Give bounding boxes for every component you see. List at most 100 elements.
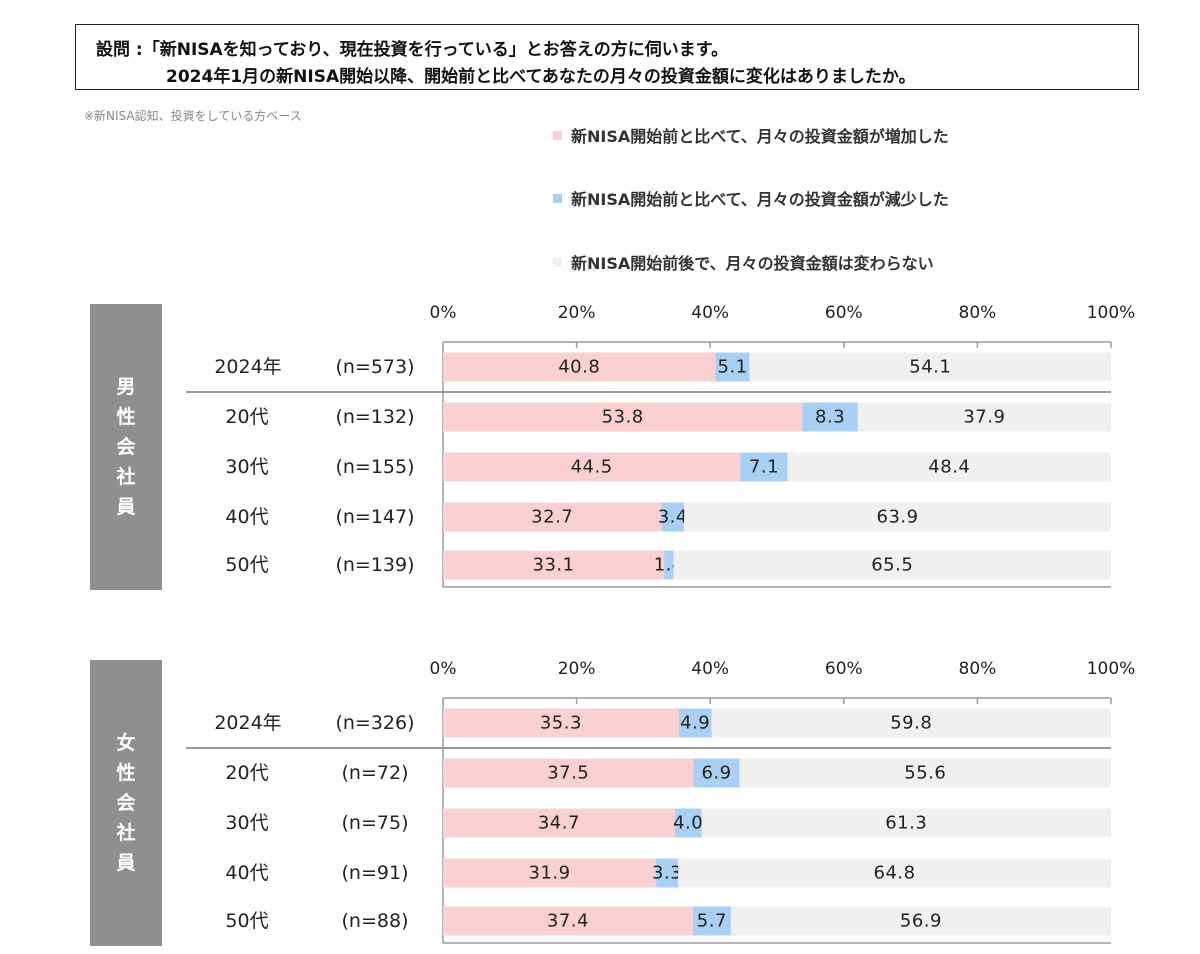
female-x-tick-label: 20% <box>558 659 596 679</box>
female-bar-unchanged <box>678 858 1111 888</box>
female-data-label-increased: 37.4 <box>547 911 589 932</box>
male-x-tick-label: 100% <box>1087 303 1136 323</box>
male-panel-char: 員 <box>116 496 136 518</box>
female-bar-decreased <box>693 758 740 788</box>
male-x-tick-label: 60% <box>825 303 863 323</box>
male-panel-char: 性 <box>116 406 136 428</box>
male-sample-size-label: (n=139) <box>335 554 414 576</box>
question-line-1: 設問 :「新NISAを知っており、現在投資を行っている」とお答えの方に伺います。 <box>96 40 729 60</box>
male-bar-decreased <box>664 550 674 580</box>
female-bar-unchanged <box>701 808 1111 838</box>
male-data-label-unchanged: 65.5 <box>871 555 913 576</box>
female-sample-size-label: (n=91) <box>342 862 409 884</box>
female-data-label-decreased: 4.0 <box>673 813 703 834</box>
male-data-label-increased: 33.1 <box>533 555 575 576</box>
male-panel-char: 社 <box>116 466 136 488</box>
male-bar-unchanged <box>857 402 1111 432</box>
female-sample-size-label: (n=326) <box>335 712 414 734</box>
male-bar-increased <box>443 452 741 482</box>
legend-item-decreased: 新NISA開始前と比べて、月々の投資金額が減少した <box>553 188 949 209</box>
female-panel-char: 会 <box>116 792 136 814</box>
male-sample-size-label: (n=573) <box>335 356 414 378</box>
male-data-label-unchanged: 48.4 <box>928 457 970 478</box>
female-data-label-increased: 31.9 <box>529 863 571 884</box>
male-panel-char: 男 <box>116 376 136 398</box>
male-data-label-unchanged: 37.9 <box>963 407 1005 428</box>
male-bar-unchanged <box>787 452 1111 482</box>
legend-item-unchanged: 新NISA開始前後で、月々の投資金額は変わらない <box>553 252 934 273</box>
male-employee-panel: 男性会社員 <box>90 304 162 590</box>
female-data-label-decreased: 6.9 <box>701 763 731 784</box>
male-bar-decreased <box>802 402 858 432</box>
male-data-label-increased: 53.8 <box>602 407 644 428</box>
legend-item-increased: 新NISA開始前と比べて、月々の投資金額が増加した <box>553 125 949 146</box>
female-sample-size-label: (n=75) <box>342 812 409 834</box>
male-data-label-decreased: 7.1 <box>749 457 779 478</box>
male-x-tick-label: 0% <box>430 303 457 323</box>
female-bar-decreased <box>692 906 731 936</box>
legend-swatch-decreased <box>553 193 562 203</box>
legend-swatch-increased <box>553 130 562 140</box>
male-sample-size-label: (n=147) <box>335 506 414 528</box>
female-bar-decreased <box>656 858 679 888</box>
male-x-tick-label: 40% <box>691 303 729 323</box>
female-data-label-unchanged: 56.9 <box>900 911 942 932</box>
male-data-label-decreased: 8.3 <box>815 407 845 428</box>
male-category-label: 30代 <box>225 456 268 478</box>
female-data-label-increased: 37.5 <box>547 763 589 784</box>
female-bar-increased <box>443 808 675 838</box>
female-data-label-increased: 34.7 <box>538 813 580 834</box>
female-bar-unchanged <box>711 708 1111 738</box>
female-data-label-unchanged: 64.8 <box>874 863 916 884</box>
male-panel-char: 会 <box>116 436 136 458</box>
female-x-tick-label: 0% <box>430 659 457 679</box>
female-x-tick-label: 100% <box>1087 659 1136 679</box>
female-data-label-unchanged: 55.6 <box>904 763 946 784</box>
female-data-label-unchanged: 59.8 <box>890 713 932 734</box>
female-x-tick-label: 80% <box>959 659 997 679</box>
male-bar-unchanged <box>673 550 1111 580</box>
legend-label-increased: 新NISA開始前と比べて、月々の投資金額が増加した <box>571 127 949 146</box>
male-x-tick-label: 20% <box>558 303 596 323</box>
female-bar-decreased <box>678 708 712 738</box>
female-panel-char: 女 <box>116 732 136 754</box>
female-x-tick-label: 60% <box>825 659 863 679</box>
legend-label-unchanged: 新NISA開始前後で、月々の投資金額は変わらない <box>571 254 934 273</box>
male-sample-size-label: (n=132) <box>335 406 414 428</box>
question-line-2: 2024年1月の新NISA開始以降、開始前と比べてあなたの月々の投資金額に変化は… <box>166 67 916 87</box>
female-sample-size-label: (n=72) <box>342 762 409 784</box>
male-data-label-decreased: 3.4 <box>658 507 688 528</box>
female-data-label-decreased: 5.7 <box>697 911 727 932</box>
female-data-label-increased: 35.3 <box>540 713 582 734</box>
male-bar-increased <box>443 402 803 432</box>
male-data-label-unchanged: 54.1 <box>909 357 951 378</box>
male-category-label: 2024年 <box>214 356 281 378</box>
female-bar-unchanged <box>739 758 1111 788</box>
male-category-label: 50代 <box>225 554 268 576</box>
female-sample-size-label: (n=88) <box>342 910 409 932</box>
male-data-label-decreased: 5.1 <box>718 357 748 378</box>
female-category-label: 30代 <box>225 812 268 834</box>
male-bar-increased <box>443 550 665 580</box>
female-category-label: 2024年 <box>214 712 281 734</box>
male-data-label-increased: 44.5 <box>571 457 613 478</box>
female-bar-increased <box>443 906 693 936</box>
female-bar-increased <box>443 708 679 738</box>
male-bar-unchanged <box>749 352 1111 382</box>
male-data-label-increased: 32.7 <box>531 507 573 528</box>
male-bar-decreased <box>715 352 750 382</box>
female-bar-decreased <box>674 808 702 838</box>
female-panel-char: 員 <box>116 852 136 874</box>
male-bar-increased <box>443 502 662 532</box>
question-box: 設問 :「新NISAを知っており、現在投資を行っている」とお答えの方に伺います。… <box>75 24 1139 90</box>
female-x-tick-label: 40% <box>691 659 729 679</box>
base-note: ※新NISA認知、投資をしている方ベース <box>84 109 302 123</box>
female-panel-char: 社 <box>116 822 136 844</box>
female-category-label: 40代 <box>225 862 268 884</box>
male-bar-unchanged <box>684 502 1111 532</box>
female-bar-increased <box>443 758 694 788</box>
male-bar-increased <box>443 352 716 382</box>
female-category-label: 20代 <box>225 762 268 784</box>
female-data-label-unchanged: 61.3 <box>885 813 927 834</box>
